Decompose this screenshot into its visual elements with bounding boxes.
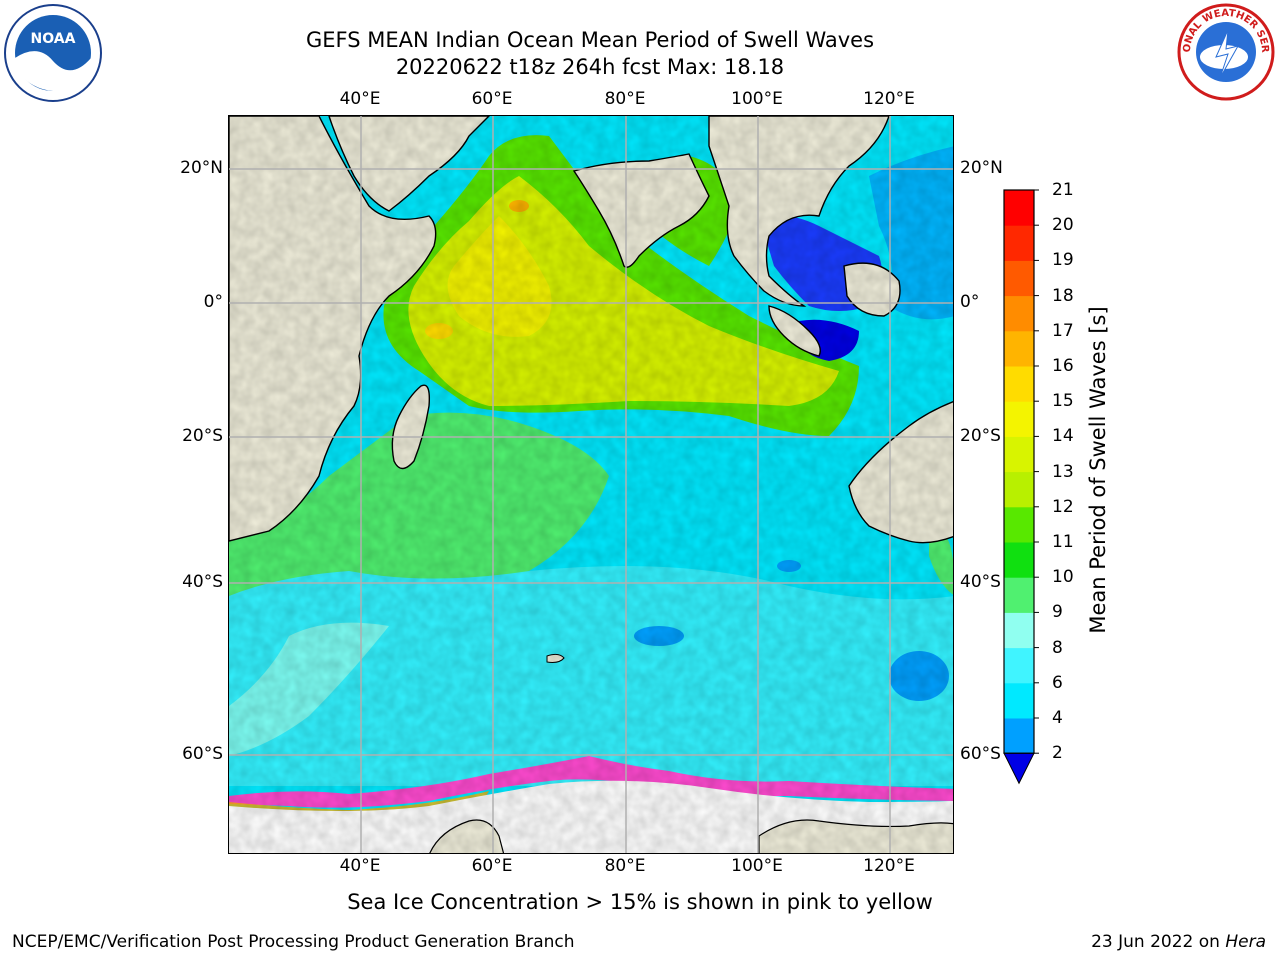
colorbar-tick-label-17: 17 [1052,320,1074,341]
right-tick-40s: 40°S [960,572,1001,592]
colorbar-swatch-9 [1004,577,1034,613]
noaa-logo: NOAA [4,4,102,102]
colorbar-tick-label-21: 21 [1052,180,1074,200]
colorbar-tick-label-18: 18 [1052,285,1074,306]
data-texture [229,116,953,853]
colorbar-extend-arrow [1003,752,1035,785]
colorbar-tick-label-15: 15 [1052,391,1074,412]
top-tick-60e: 60°E [471,89,513,109]
colorbar-tick-label-2: 2 [1052,743,1063,764]
bottom-tick-40e: 40°E [339,856,381,876]
footer-date: 23 Jun 2022 on Hera [1091,932,1266,952]
map-panel [228,115,954,854]
colorbar-swatch-4 [1004,682,1034,719]
colorbar-tick-label-6: 6 [1052,672,1063,693]
graticule [229,116,953,853]
top-tick-80e: 80°E [604,89,646,109]
sea-ice-note: Sea Ice Concentration > 15% is shown in … [347,890,933,914]
colorbar-tick-label-12: 12 [1052,496,1074,517]
colorbar-tick-label-9: 9 [1052,602,1063,623]
colorbar-tick-label-11: 11 [1052,532,1074,552]
swell-period-map [229,116,953,853]
colorbar-tick-label-10: 10 [1052,567,1074,588]
right-tick-0: 0° [960,292,980,312]
colorbar-swatch-18 [1004,260,1034,297]
left-tick-20n: 20°N [180,158,223,178]
colorbar-swatch-17 [1004,295,1034,332]
left-tick-20s: 20°S [182,426,223,446]
colorbar-swatch-6 [1004,647,1034,684]
left-tick-0: 0° [203,292,223,312]
colorbar-tick-label-14: 14 [1052,426,1074,447]
colorbar-swatch-19 [1004,225,1034,261]
right-tick-20s: 20°S [960,426,1001,446]
colorbar-tick-label-4: 4 [1052,708,1063,728]
colorbar-swatch-15 [1004,366,1034,402]
bottom-tick-80e: 80°E [604,856,646,876]
map-subtitle: 20220622 t18z 264h fcst Max: 18.18 [395,55,785,79]
colorbar-swatch-8 [1004,612,1034,649]
footer-host: Hera [1225,932,1266,952]
colorbar-swatch-12 [1004,471,1034,508]
colorbar-swatch-16 [1004,330,1034,367]
nws-logo: NATIONAL WEATHER SERVICE [1176,2,1275,101]
colorbar-title: Mean Period of Swell Waves [s] [1086,306,1110,634]
colorbar-tick-label-19: 19 [1052,250,1074,271]
colorbar-tick-label-20: 20 [1052,215,1074,236]
right-tick-60s: 60°S [960,744,1001,764]
svg-text:NOAA: NOAA [31,31,76,47]
left-tick-40s: 40°S [182,572,223,592]
colorbar-swatch-13 [1004,436,1034,473]
bottom-tick-60e: 60°E [471,856,513,876]
colorbar-tick-label-8: 8 [1052,637,1063,658]
colorbar-swatch-14 [1004,401,1034,437]
footer-date-text: 23 Jun 2022 on [1091,932,1226,952]
map-title: GEFS MEAN Indian Ocean Mean Period of Sw… [305,28,875,52]
top-tick-120e: 120°E [863,89,915,109]
top-tick-40e: 40°E [339,89,381,109]
top-tick-100e: 100°E [731,89,783,109]
left-tick-60s: 60°S [182,744,223,764]
right-tick-20n: 20°N [960,158,1003,178]
colorbar-swatch-11 [1004,506,1034,543]
colorbar-tick-label-16: 16 [1052,356,1074,376]
colorbar-swatch-10 [1004,542,1034,578]
colorbar [1003,189,1039,785]
colorbar-tick-label-13: 13 [1052,461,1074,482]
bottom-tick-100e: 100°E [731,856,783,876]
colorbar-swatch-20 [1004,190,1034,226]
footer-branch: NCEP/EMC/Verification Post Processing Pr… [12,932,575,952]
colorbar-swatch-2 [1004,718,1034,754]
bottom-tick-120e: 120°E [863,856,915,876]
